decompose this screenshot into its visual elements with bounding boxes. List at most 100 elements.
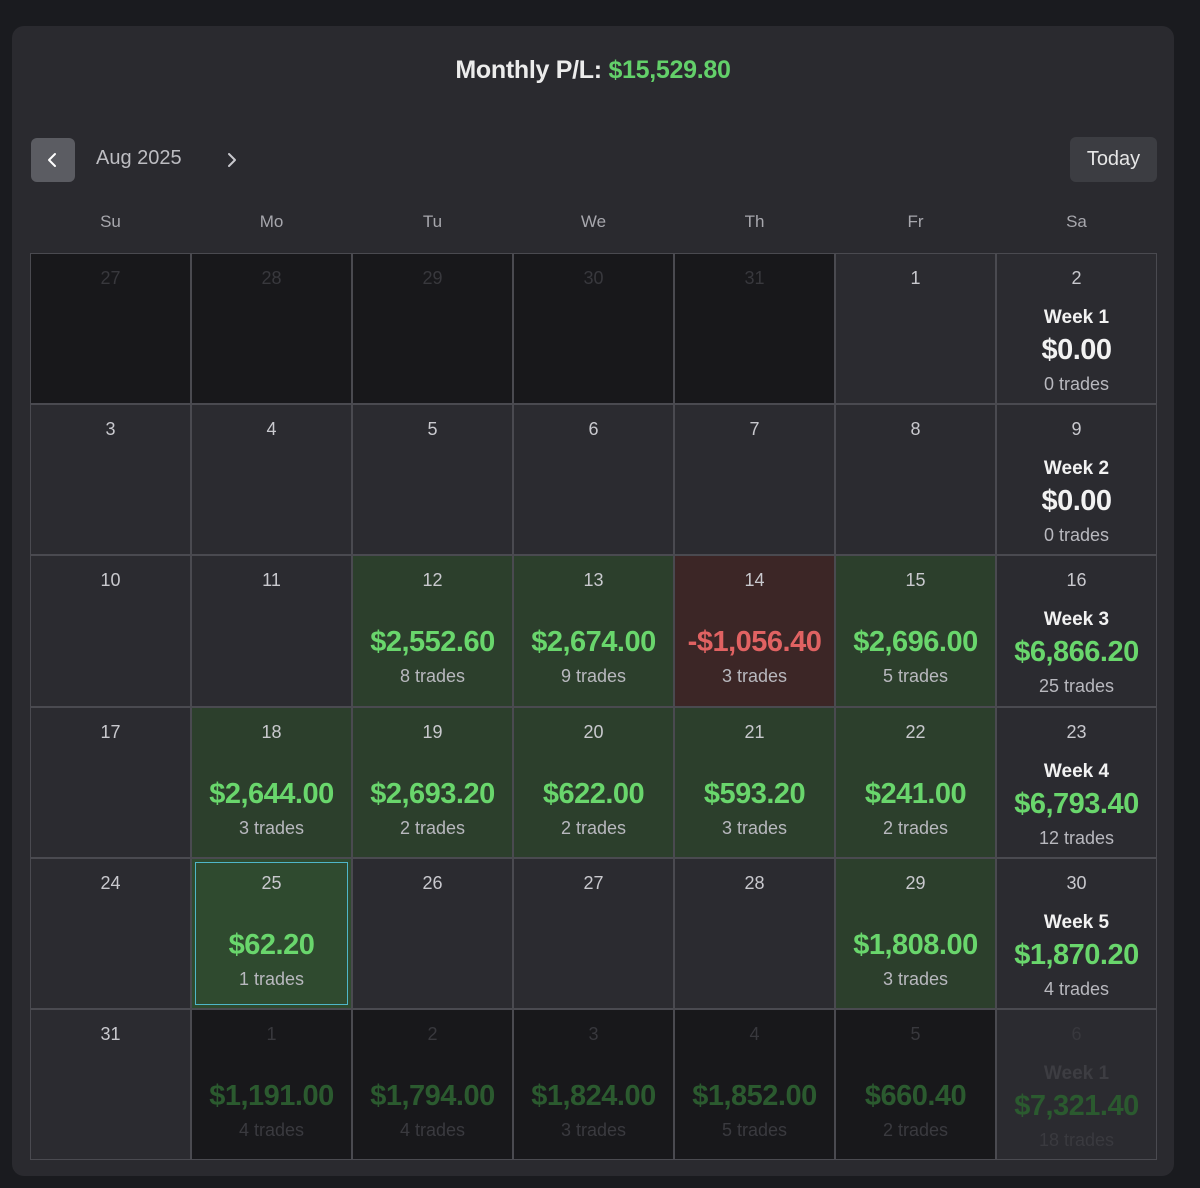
day-number: 11: [262, 570, 281, 591]
day-trade-count: 9 trades: [560, 666, 627, 687]
day-pl-amount: $2,693.20: [370, 777, 495, 810]
monthly-pl-value: $15,529.80: [608, 56, 731, 84]
day-number: 24: [100, 872, 121, 893]
day-cell[interactable]: 17: [31, 707, 190, 857]
day-cell[interactable]: 2 $1,794.00 4 trades: [353, 1009, 512, 1159]
day-cell[interactable]: 24: [31, 858, 190, 1008]
today-button[interactable]: Today: [1070, 137, 1157, 182]
day-number: 4: [749, 1023, 760, 1044]
day-pl-amount: $1,808.00: [853, 928, 978, 961]
day-cell[interactable]: 8: [836, 405, 995, 555]
week-trade-count: 25 trades: [1038, 676, 1115, 697]
day-cell[interactable]: 21 $593.20 3 trades: [675, 707, 834, 857]
day-cell[interactable]: 3: [31, 405, 190, 555]
week-label: Week 3: [1043, 609, 1110, 631]
prev-month-button[interactable]: [31, 138, 75, 182]
day-cell[interactable]: 22 $241.00 2 trades: [836, 707, 995, 857]
day-cell[interactable]: 1: [836, 254, 995, 404]
week-summary-cell[interactable]: 23 Week 4 $6,793.40 12 trades: [997, 707, 1156, 857]
day-trade-count: 3 trades: [721, 817, 788, 838]
day-cell[interactable]: 25 $62.20 1 trades: [192, 858, 351, 1008]
week-label: Week 5: [1043, 911, 1110, 933]
day-trade-count: 4 trades: [399, 1119, 466, 1140]
monthly-pl: Monthly P/L: $15,529.80: [12, 56, 1174, 85]
day-cell[interactable]: 18 $2,644.00 3 trades: [192, 707, 351, 857]
day-cell[interactable]: 27: [31, 254, 190, 404]
week-pl-amount: $0.00: [1041, 485, 1112, 518]
day-pl-amount: $1,824.00: [531, 1079, 656, 1112]
day-cell[interactable]: 30: [514, 254, 673, 404]
week-trade-count: 12 trades: [1038, 827, 1115, 848]
week-trade-count: 4 trades: [1043, 978, 1110, 999]
day-trade-count: 3 trades: [560, 1119, 627, 1140]
day-number: 5: [910, 1023, 921, 1044]
day-number: 12: [422, 570, 443, 591]
chevron-left-icon: [46, 152, 60, 168]
weekday-label: Fr: [907, 212, 924, 231]
day-cell[interactable]: 15 $2,696.00 5 trades: [836, 556, 995, 706]
weekday-label: Mo: [259, 212, 284, 231]
day-cell[interactable]: 5: [353, 405, 512, 555]
day-number: 6: [588, 419, 599, 440]
weekday-label: Su: [100, 212, 121, 231]
day-number: 3: [105, 419, 116, 440]
day-cell[interactable]: 5 $660.40 2 trades: [836, 1009, 995, 1159]
day-cell[interactable]: 31: [31, 1009, 190, 1159]
day-number: 23: [1066, 721, 1087, 742]
day-cell[interactable]: 31: [675, 254, 834, 404]
day-cell[interactable]: 1 $1,191.00 4 trades: [192, 1009, 351, 1159]
day-trade-count: 2 trades: [560, 817, 627, 838]
day-cell[interactable]: 14 -$1,056.40 3 trades: [675, 556, 834, 706]
chevron-right-icon: [224, 152, 238, 168]
day-cell[interactable]: 20 $622.00 2 trades: [514, 707, 673, 857]
weekday-label: Tu: [422, 212, 443, 231]
day-cell[interactable]: 19 $2,693.20 2 trades: [353, 707, 512, 857]
day-cell[interactable]: 28: [675, 858, 834, 1008]
day-cell[interactable]: 29: [353, 254, 512, 404]
day-number: 27: [583, 872, 604, 893]
weekday-label: Th: [744, 212, 765, 231]
day-cell[interactable]: 12 $2,552.60 8 trades: [353, 556, 512, 706]
week-summary-cell[interactable]: 16 Week 3 $6,866.20 25 trades: [997, 556, 1156, 706]
day-pl-amount: $2,552.60: [370, 626, 495, 659]
day-number: 19: [422, 721, 443, 742]
day-number: 7: [749, 419, 760, 440]
day-number: 28: [744, 872, 765, 893]
week-summary-cell[interactable]: 6 Week 1 $7,321.40 18 trades: [997, 1009, 1156, 1159]
weekday-label: We: [580, 212, 607, 231]
day-trade-count: 2 trades: [399, 817, 466, 838]
day-cell[interactable]: 26: [353, 858, 512, 1008]
day-trade-count: 2 trades: [882, 817, 949, 838]
day-pl-amount: $2,674.00: [531, 626, 656, 659]
day-pl-amount: -$1,056.40: [687, 626, 822, 659]
day-cell[interactable]: 6: [514, 405, 673, 555]
week-label: Week 1: [1043, 307, 1110, 328]
day-trade-count: 5 trades: [882, 666, 949, 687]
day-cell[interactable]: 13 $2,674.00 9 trades: [514, 556, 673, 706]
day-cell[interactable]: 10: [31, 556, 190, 706]
week-summary-cell[interactable]: 2 Week 1 $0.00 0 trades: [997, 254, 1156, 404]
day-pl-amount: $593.20: [703, 777, 806, 810]
day-pl-amount: $622.00: [542, 777, 645, 810]
day-cell[interactable]: 29 $1,808.00 3 trades: [836, 858, 995, 1008]
day-cell[interactable]: 28: [192, 254, 351, 404]
day-cell[interactable]: 27: [514, 858, 673, 1008]
day-cell[interactable]: 4 $1,852.00 5 trades: [675, 1009, 834, 1159]
week-pl-amount: $0.00: [1041, 334, 1112, 366]
week-summary-cell[interactable]: 30 Week 5 $1,870.20 4 trades: [997, 858, 1156, 1008]
day-trade-count: 2 trades: [882, 1119, 949, 1140]
day-number: 2: [427, 1023, 438, 1044]
calendar-grid: 27 28 29 30 31 1 2 Week 1 $0.00 0 trades 3 4 5 6 7 8 9 We…: [30, 253, 1157, 1160]
day-number: 20: [583, 721, 604, 742]
day-cell[interactable]: 7: [675, 405, 834, 555]
day-cell[interactable]: 11: [192, 556, 351, 706]
day-number: 26: [422, 872, 443, 893]
day-cell[interactable]: 4: [192, 405, 351, 555]
calendar-panel: Monthly P/L: $15,529.80 Aug 2025 Today S…: [12, 26, 1174, 1176]
day-number: 30: [1066, 872, 1087, 893]
day-number: 5: [427, 419, 438, 440]
day-cell[interactable]: 3 $1,824.00 3 trades: [514, 1009, 673, 1159]
next-month-button[interactable]: [218, 146, 244, 174]
week-summary-cell[interactable]: 9 Week 2 $0.00 0 trades: [997, 405, 1156, 555]
day-number: 30: [583, 268, 604, 288]
